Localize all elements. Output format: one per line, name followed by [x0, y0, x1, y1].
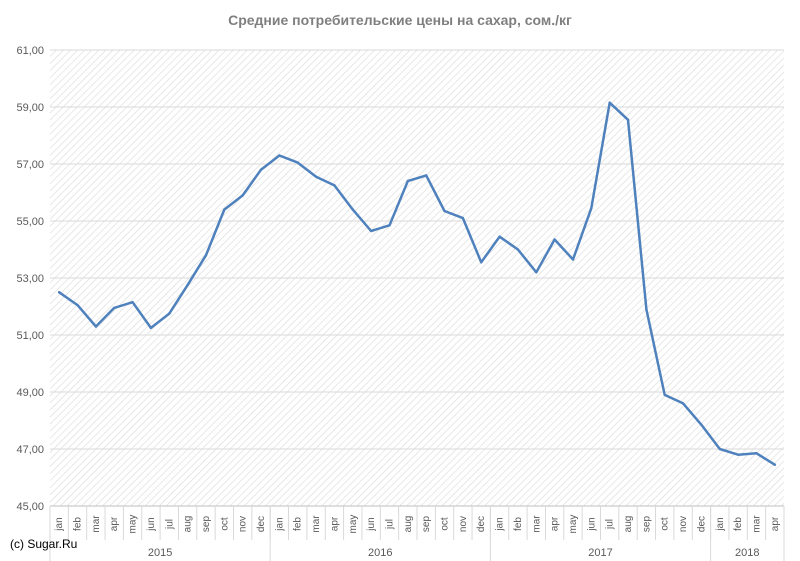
- data-point: [755, 452, 758, 455]
- data-point: [113, 306, 116, 310]
- x-tick-label: nov: [238, 516, 249, 532]
- x-tick-label: apr: [770, 516, 781, 531]
- data-point: [461, 216, 465, 220]
- year-label: 2016: [368, 547, 392, 559]
- x-tick-label: mar: [751, 515, 762, 533]
- data-point: [351, 208, 354, 211]
- x-tick-label: oct: [660, 517, 671, 531]
- series-line: [57, 101, 777, 466]
- data-point: [681, 402, 685, 405]
- x-tick-label: aug: [623, 516, 634, 533]
- data-point: [480, 261, 483, 264]
- x-tick-label: jun: [586, 517, 597, 531]
- data-point: [278, 154, 281, 157]
- x-tick-label: feb: [293, 517, 304, 531]
- data-point: [663, 393, 666, 397]
- x-tick-label: mar: [311, 515, 322, 533]
- data-point: [369, 229, 373, 233]
- x-tick-label: jul: [164, 519, 175, 530]
- data-point: [736, 453, 740, 456]
- copyright-text: (c) Sugar.Ru: [10, 537, 78, 551]
- data-point: [94, 325, 98, 328]
- x-tick-label: nov: [678, 516, 689, 532]
- data-point: [571, 258, 575, 261]
- data-point: [149, 326, 153, 330]
- data-point: [259, 168, 263, 171]
- y-tick-label: 61,00: [16, 45, 44, 57]
- x-tick-label: mar: [91, 515, 102, 533]
- data-point: [57, 291, 61, 294]
- x-tick-label: jan: [274, 517, 285, 531]
- data-point: [76, 303, 79, 307]
- data-point: [773, 463, 777, 466]
- x-tick-label: may: [568, 515, 579, 534]
- data-point: [424, 174, 428, 177]
- x-tick-label: sep: [641, 516, 652, 533]
- data-point: [498, 235, 501, 238]
- y-tick-label: 51,00: [16, 330, 44, 342]
- x-tick-label: sep: [201, 516, 212, 533]
- x-tick-label: oct: [219, 517, 230, 531]
- data-point: [516, 248, 520, 251]
- x-tick-label: apr: [329, 516, 340, 531]
- x-tick-label: mar: [531, 515, 542, 533]
- y-tick-label: 55,00: [16, 216, 44, 228]
- x-tick-label: may: [348, 515, 359, 534]
- y-tick-label: 57,00: [16, 159, 44, 171]
- y-tick-label: 45,00: [16, 501, 44, 513]
- x-tick-label: jul: [384, 519, 395, 530]
- year-label: 2017: [588, 547, 612, 559]
- x-tick-label: sep: [421, 516, 432, 533]
- x-tick-label: jul: [605, 519, 616, 530]
- x-tick-label: may: [128, 515, 139, 534]
- x-tick-label: jan: [495, 517, 506, 531]
- data-point: [168, 312, 171, 315]
- x-tick-label: dec: [256, 516, 267, 532]
- data-point: [590, 206, 593, 210]
- x-tick-label: feb: [513, 517, 524, 531]
- year-label: 2015: [148, 547, 172, 559]
- data-series: [57, 101, 777, 466]
- year-label: 2018: [735, 547, 759, 559]
- data-point: [626, 118, 630, 122]
- data-point: [700, 423, 703, 426]
- data-point: [406, 179, 410, 183]
- y-tick-label: 59,00: [16, 102, 44, 114]
- x-tick-label: apr: [550, 516, 561, 531]
- x-tick-label: apr: [109, 516, 120, 531]
- x-tick-label: jan: [715, 517, 726, 531]
- data-point: [443, 209, 446, 213]
- data-point: [535, 271, 538, 274]
- x-tick-label: dec: [476, 516, 487, 532]
- x-tick-label: dec: [696, 516, 707, 532]
- x-tick-label: aug: [403, 516, 414, 533]
- data-point: [553, 238, 556, 241]
- data-point: [333, 184, 336, 187]
- data-point: [388, 224, 391, 227]
- data-point: [296, 161, 299, 164]
- x-tick-label: oct: [440, 517, 451, 531]
- data-point: [223, 208, 226, 211]
- x-tick-label: jun: [366, 517, 377, 531]
- y-tick-label: 47,00: [16, 444, 44, 456]
- x-tick-label: jun: [146, 517, 157, 531]
- chart-title: Средние потребительские цены на сахар, с…: [228, 12, 572, 28]
- x-tick-label: nov: [458, 516, 469, 532]
- data-point: [241, 194, 244, 197]
- data-point: [718, 447, 721, 451]
- data-point: [186, 283, 189, 287]
- x-tick-label: aug: [183, 516, 194, 533]
- data-point: [608, 101, 611, 104]
- data-point: [645, 308, 648, 311]
- data-point: [314, 175, 318, 179]
- x-tick-label: feb: [73, 517, 84, 531]
- x-tick-label: feb: [733, 517, 744, 531]
- y-tick-label: 53,00: [16, 273, 44, 285]
- data-point: [204, 254, 208, 257]
- x-tick-label: jan: [54, 517, 65, 531]
- data-point: [131, 301, 134, 304]
- x-axis: jan feb mar apr may jun jul aug sep oct nov dec jan f…: [49, 505, 785, 561]
- y-tick-label: 49,00: [16, 387, 44, 399]
